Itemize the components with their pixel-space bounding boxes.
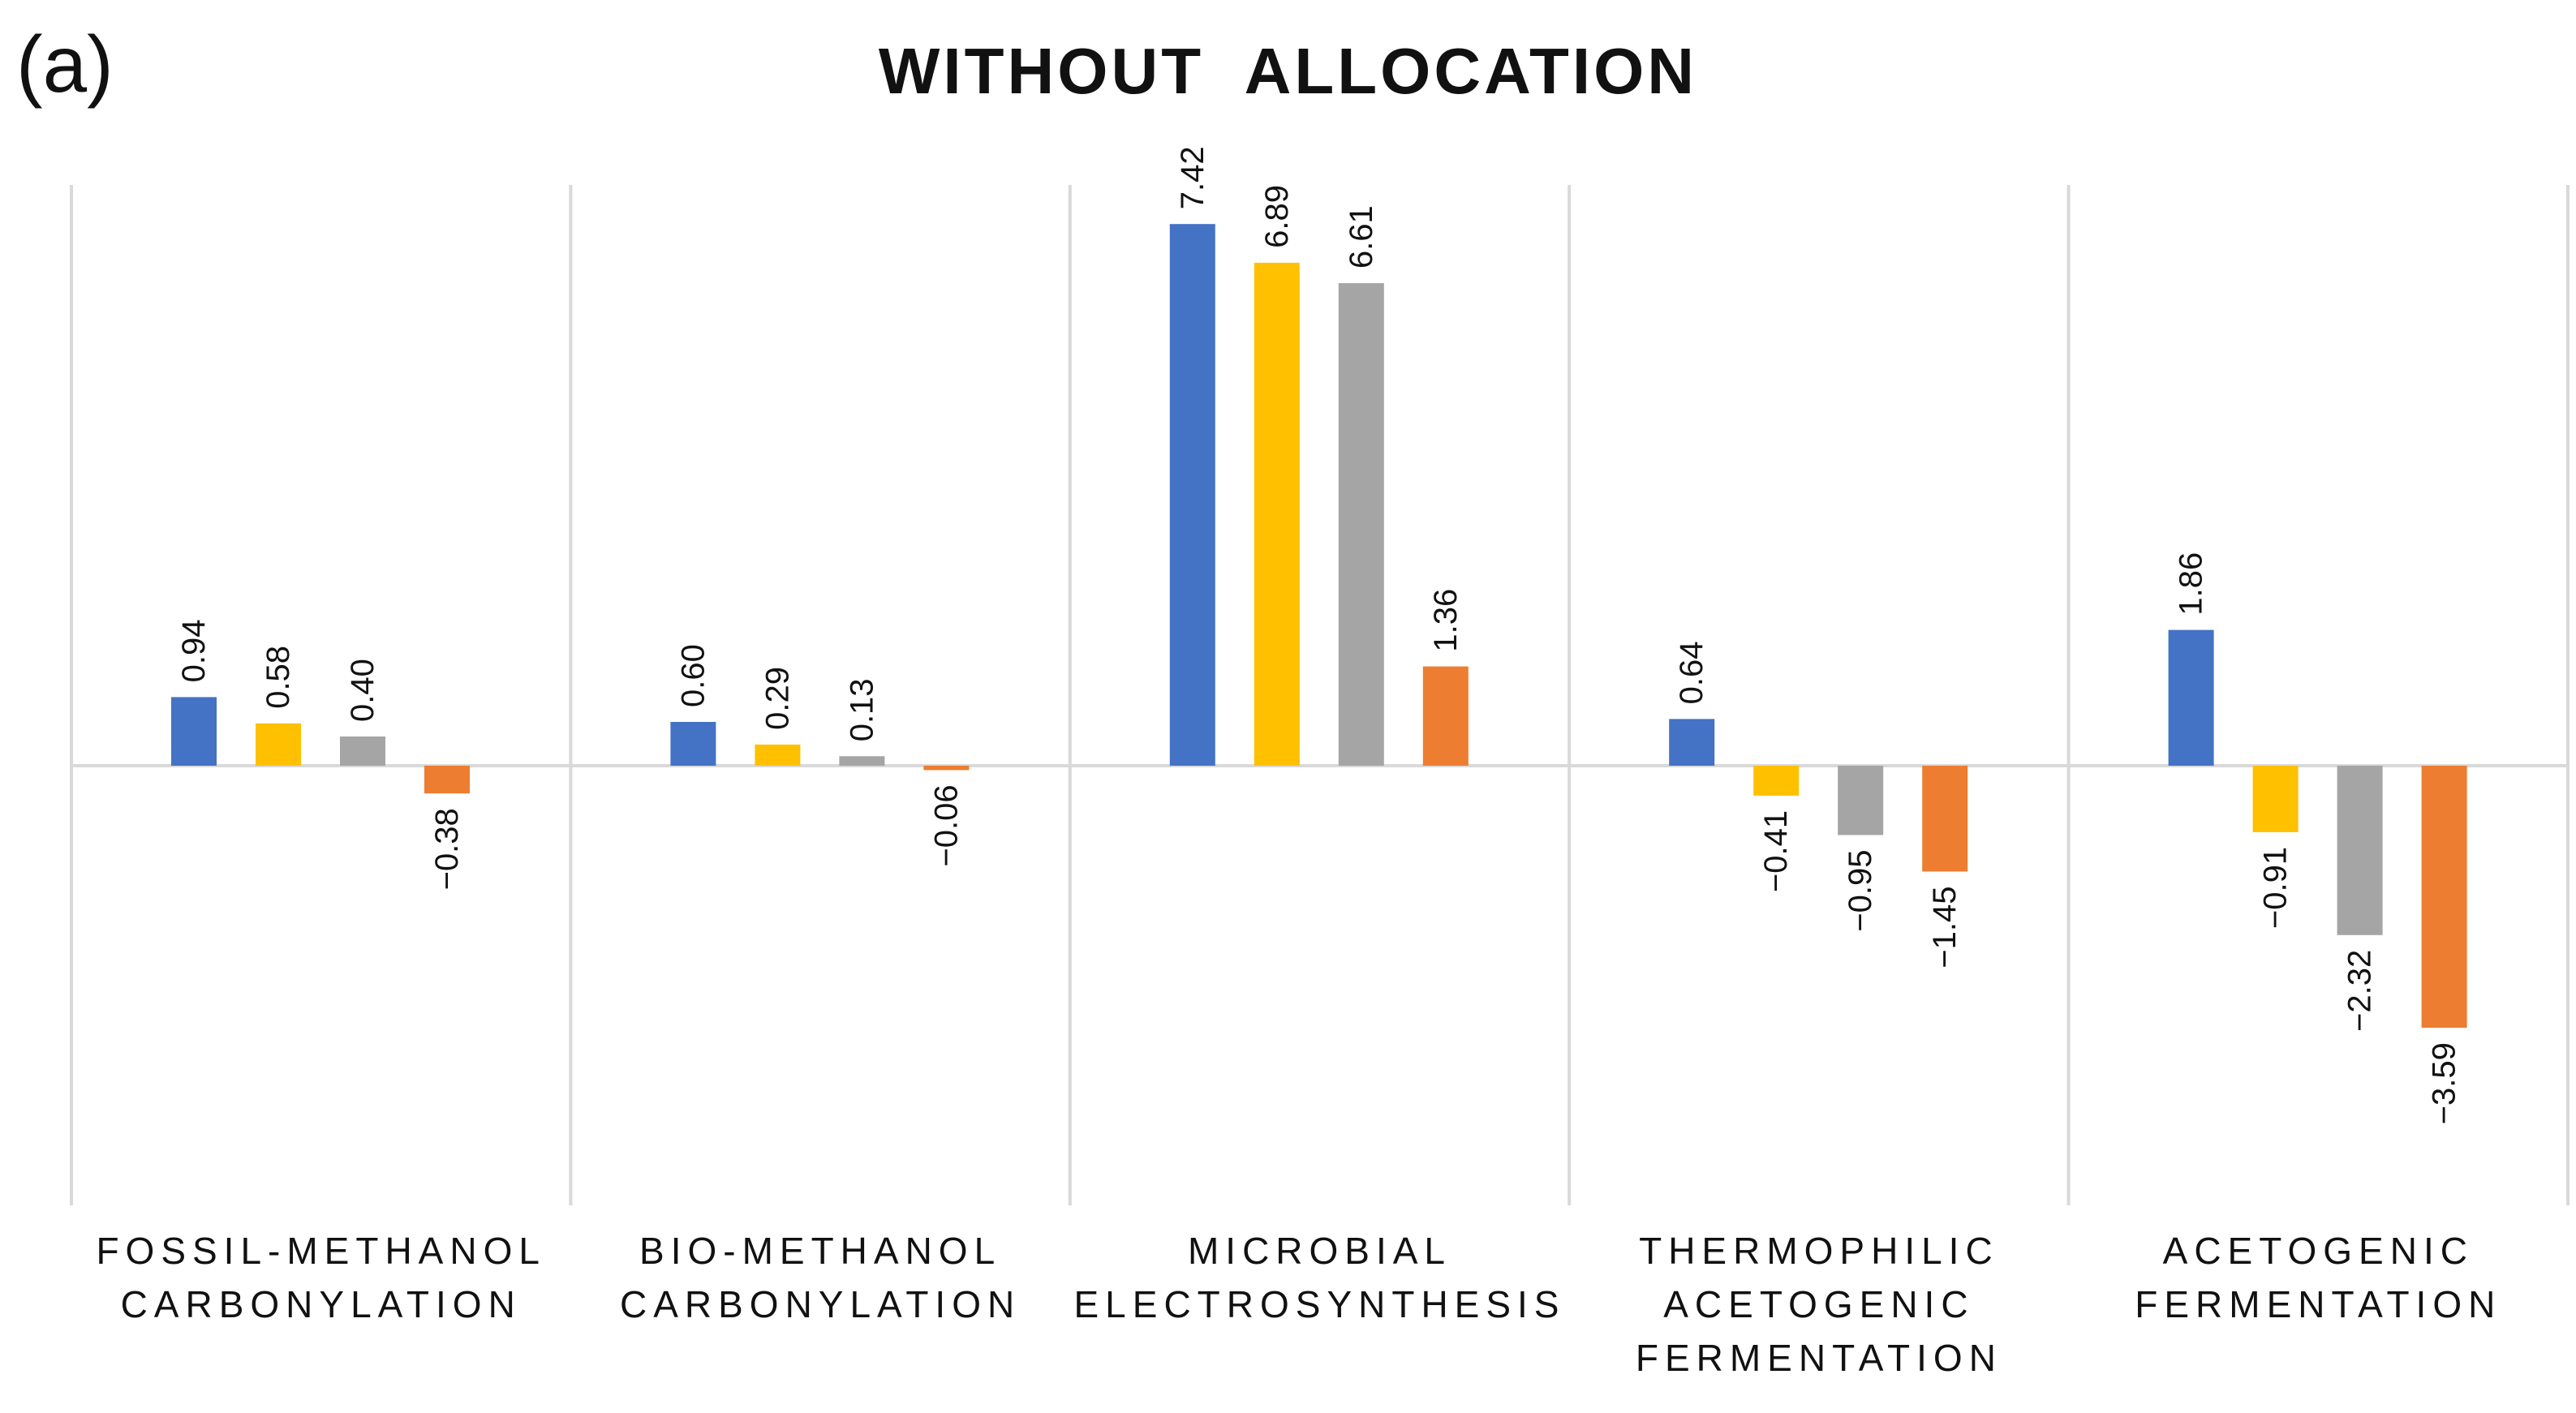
bar — [1254, 262, 1300, 766]
data-label: 1.86 — [2174, 552, 2209, 616]
data-label: 0.13 — [844, 678, 879, 741]
bar — [1669, 719, 1715, 766]
category-label: FOSSIL-METHANOL — [96, 1230, 546, 1272]
data-label: 0.40 — [345, 659, 381, 722]
category-label: ELECTROSYNTHESIS — [1074, 1283, 1566, 1325]
category-label: CARBONYLATION — [620, 1283, 1021, 1325]
bar — [2337, 766, 2383, 935]
data-label: −0.38 — [429, 808, 465, 890]
data-label: −0.41 — [1758, 810, 1794, 892]
category-label: CARBONYLATION — [121, 1283, 522, 1325]
data-label: 6.89 — [1259, 185, 1295, 248]
category-label: MICROBIAL — [1188, 1230, 1451, 1272]
bar — [1922, 766, 1968, 872]
bar — [1169, 224, 1215, 766]
bar — [1422, 666, 1469, 766]
category-label: THERMOPHILIC — [1639, 1230, 1999, 1272]
bar — [340, 737, 385, 766]
bar — [755, 744, 801, 766]
data-label: 0.58 — [260, 646, 296, 709]
data-label: 0.60 — [675, 644, 711, 707]
bar — [256, 723, 301, 766]
bar — [839, 756, 885, 766]
data-label: −0.95 — [1843, 850, 1878, 932]
bar — [1753, 766, 1800, 796]
category-label: FERMENTATION — [1636, 1337, 2002, 1379]
category-label: ACETOGENIC — [2163, 1230, 2474, 1272]
data-label: −0.91 — [2258, 847, 2294, 929]
bar — [923, 766, 970, 771]
bar — [2252, 766, 2299, 832]
data-label: 7.42 — [1175, 146, 1211, 209]
chart-title: WITHOUT ALLOCATION — [878, 35, 1698, 107]
data-label: 6.61 — [1344, 205, 1379, 268]
category-label: BIO-METHANOL — [639, 1230, 1001, 1272]
bar — [2168, 629, 2214, 766]
data-label: −3.59 — [2427, 1042, 2462, 1124]
bar — [670, 722, 716, 766]
data-label: −2.32 — [2342, 950, 2378, 1032]
category-label: ACETOGENIC — [1663, 1283, 1974, 1325]
data-label: 0.94 — [176, 620, 212, 683]
data-label: 1.36 — [1428, 589, 1464, 652]
panel-label: (a) — [16, 19, 114, 109]
data-label: −0.06 — [928, 784, 964, 866]
bar — [1338, 283, 1384, 767]
bar — [2421, 766, 2467, 1029]
data-label: −1.45 — [1927, 887, 1963, 968]
data-label: 0.64 — [1674, 642, 1709, 705]
bar — [1838, 766, 1884, 835]
bar — [424, 766, 470, 794]
bar — [171, 697, 217, 766]
category-label: FERMENTATION — [2135, 1283, 2501, 1325]
data-label: 0.29 — [759, 667, 795, 730]
